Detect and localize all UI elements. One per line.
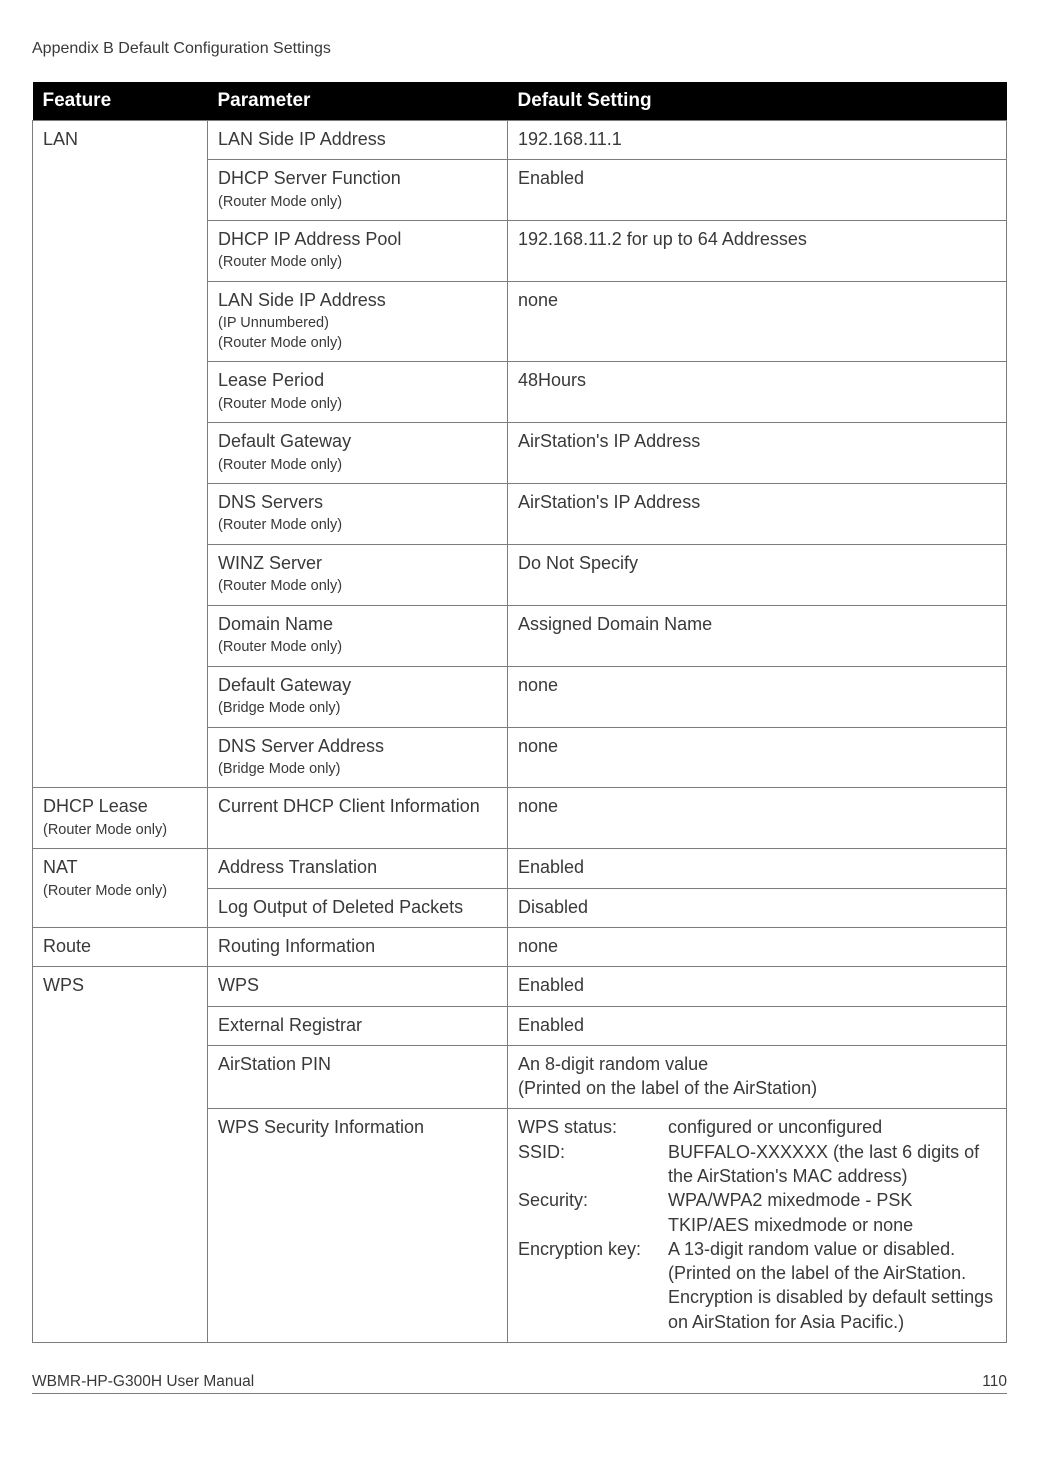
setting-cell: An 8-digit random value (Printed on the … bbox=[508, 1045, 1007, 1109]
header-parameter: Parameter bbox=[208, 82, 508, 121]
param-cell: LAN Side IP Address bbox=[208, 121, 508, 160]
param-cell: WPS bbox=[208, 967, 508, 1006]
wps-security-val: WPA/WPA2 mixedmode - PSK TKIP/AES mixedm… bbox=[668, 1188, 996, 1237]
wps-status-key: WPS status: bbox=[518, 1115, 666, 1139]
setting-cell: AirStation's IP Address bbox=[508, 423, 1007, 484]
wps-status-val: configured or unconfigured bbox=[668, 1115, 996, 1139]
param-cell: Default Gateway(Router Mode only) bbox=[208, 423, 508, 484]
setting-cell: AirStation's IP Address bbox=[508, 484, 1007, 545]
page-number: 110 bbox=[982, 1373, 1007, 1391]
setting-cell: none bbox=[508, 282, 1007, 362]
feature-nat: NAT(Router Mode only) bbox=[33, 849, 208, 928]
setting-cell: WPS status: configured or unconfigured S… bbox=[508, 1109, 1007, 1343]
param-cell: External Registrar bbox=[208, 1006, 508, 1045]
setting-cell: none bbox=[508, 927, 1007, 966]
header-setting: Default Setting bbox=[508, 82, 1007, 121]
footer-bar: WBMR-HP-G300H User Manual 110 bbox=[32, 1373, 1007, 1394]
param-cell: Address Translation bbox=[208, 849, 508, 888]
wps-ssid-val: BUFFALO-XXXXXX (the last 6 digits of the… bbox=[668, 1140, 996, 1189]
setting-cell: Disabled bbox=[508, 888, 1007, 927]
appendix-header: Appendix B Default Configuration Setting… bbox=[32, 40, 1007, 58]
feature-lan: LAN bbox=[33, 121, 208, 788]
wps-enc-key: Encryption key: bbox=[518, 1237, 666, 1334]
setting-cell: Enabled bbox=[508, 849, 1007, 888]
param-cell: Log Output of Deleted Packets bbox=[208, 888, 508, 927]
table-row: Route Routing Information none bbox=[33, 927, 1007, 966]
setting-cell: 48Hours bbox=[508, 362, 1007, 423]
param-cell: AirStation PIN bbox=[208, 1045, 508, 1109]
setting-cell: Enabled bbox=[508, 1006, 1007, 1045]
table-row: WPS WPS Enabled bbox=[33, 967, 1007, 1006]
table-row: NAT(Router Mode only) Address Translatio… bbox=[33, 849, 1007, 888]
setting-cell: 192.168.11.1 bbox=[508, 121, 1007, 160]
feature-dhcp-lease: DHCP Lease(Router Mode only) bbox=[33, 788, 208, 849]
param-cell: Routing Information bbox=[208, 927, 508, 966]
param-cell: Domain Name(Router Mode only) bbox=[208, 605, 508, 666]
param-cell: LAN Side IP Address(IP Unnumbered) (Rout… bbox=[208, 282, 508, 362]
param-cell: DNS Server Address(Bridge Mode only) bbox=[208, 727, 508, 788]
param-cell: DHCP IP Address Pool(Router Mode only) bbox=[208, 221, 508, 282]
param-cell: Current DHCP Client Information bbox=[208, 788, 508, 849]
table-row: DHCP Lease(Router Mode only) Current DHC… bbox=[33, 788, 1007, 849]
table-row: LAN LAN Side IP Address 192.168.11.1 bbox=[33, 121, 1007, 160]
wps-security-key: Security: bbox=[518, 1188, 666, 1237]
feature-route: Route bbox=[33, 927, 208, 966]
param-cell: Default Gateway(Bridge Mode only) bbox=[208, 666, 508, 727]
setting-cell: none bbox=[508, 666, 1007, 727]
wps-enc-val: A 13-digit random value or disabled. (Pr… bbox=[668, 1237, 996, 1334]
wps-ssid-key: SSID: bbox=[518, 1140, 666, 1189]
param-cell: DNS Servers(Router Mode only) bbox=[208, 484, 508, 545]
setting-cell: none bbox=[508, 788, 1007, 849]
param-cell: DHCP Server Function(Router Mode only) bbox=[208, 160, 508, 221]
feature-wps: WPS bbox=[33, 967, 208, 1343]
setting-cell: none bbox=[508, 727, 1007, 788]
param-cell: WINZ Server(Router Mode only) bbox=[208, 545, 508, 606]
setting-cell: Enabled bbox=[508, 160, 1007, 221]
setting-cell: 192.168.11.2 for up to 64 Addresses bbox=[508, 221, 1007, 282]
setting-cell: Do Not Specify bbox=[508, 545, 1007, 606]
setting-cell: Enabled bbox=[508, 967, 1007, 1006]
config-table: Feature Parameter Default Setting LAN LA… bbox=[32, 82, 1007, 1343]
manual-name: WBMR-HP-G300H User Manual bbox=[32, 1373, 254, 1391]
param-cell: Lease Period(Router Mode only) bbox=[208, 362, 508, 423]
setting-cell: Assigned Domain Name bbox=[508, 605, 1007, 666]
param-cell: WPS Security Information bbox=[208, 1109, 508, 1343]
header-feature: Feature bbox=[33, 82, 208, 121]
